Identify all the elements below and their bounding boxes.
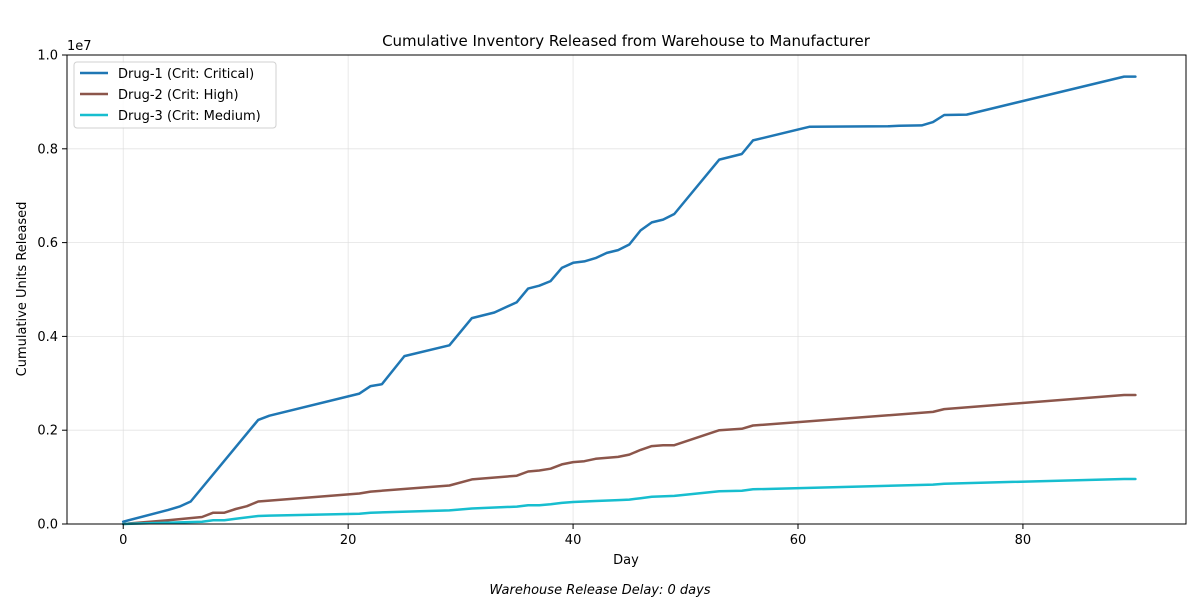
- y-tick-label: 1.0: [37, 49, 58, 64]
- series-layer: [121, 75, 1137, 526]
- x-tick-label: 20: [340, 533, 357, 548]
- y-tick-label: 0.6: [37, 236, 58, 251]
- x-tick-label: 60: [790, 533, 807, 548]
- legend-label-drug-2: Drug-2 (Crit: High): [118, 88, 239, 103]
- x-tick-label: 0: [119, 533, 127, 548]
- y-axis-scale-label: 1e7: [67, 39, 92, 54]
- y-tick-label: 0.8: [37, 142, 58, 157]
- legend-box: [73, 61, 277, 129]
- x-axis-label: Day: [613, 553, 639, 568]
- legend: Drug-1 (Crit: Critical) Drug-2 (Crit: Hi…: [73, 61, 277, 129]
- y-tick-label: 0.2: [37, 424, 58, 439]
- footnote: Warehouse Release Delay: 0 days: [489, 583, 710, 598]
- y-axis-ticks: 0.0 0.2 0.4 0.6 0.8 1.0: [37, 49, 67, 533]
- legend-label-drug-1: Drug-1 (Crit: Critical): [118, 67, 254, 82]
- series-line-drug-3: [121, 477, 1137, 526]
- plot-frame: [66, 54, 1187, 525]
- y-tick-label: 0.4: [37, 330, 58, 345]
- legend-label-drug-3: Drug-3 (Crit: Medium): [118, 109, 261, 124]
- x-axis-ticks: 0 20 40 60 80: [119, 524, 1031, 548]
- y-axis-label: Cumulative Units Released: [15, 202, 30, 377]
- y-tick-label: 0.0: [37, 518, 58, 533]
- x-tick-label: 40: [565, 533, 582, 548]
- series-line-drug-1: [121, 75, 1137, 523]
- series-line-drug-2: [121, 393, 1137, 526]
- chart-title: Cumulative Inventory Released from Wareh…: [382, 32, 871, 50]
- x-tick-label: 80: [1015, 533, 1032, 548]
